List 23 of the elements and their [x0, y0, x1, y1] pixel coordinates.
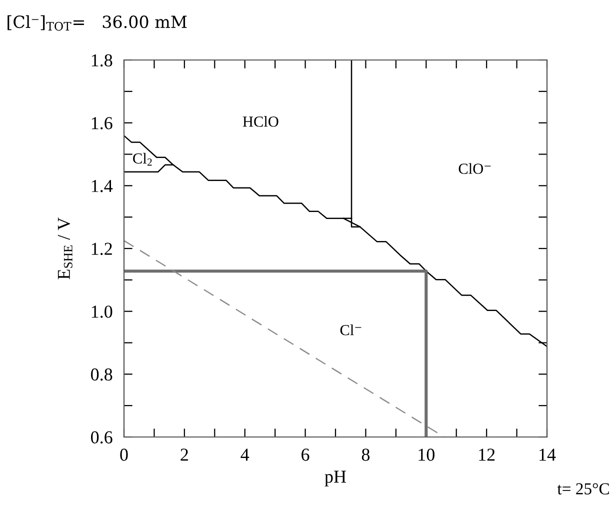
y-tick-label: 1.6 [92, 117, 112, 130]
annotation: Cl$_{2}$ [133, 152, 152, 166]
x-tick-label: 8 [362, 448, 370, 461]
text: t= 25°C [557, 483, 609, 494]
y-tick-label: 0.8 [91, 368, 112, 381]
x-tick-label: 0 [120, 448, 128, 461]
y-tick-label: 1.4 [92, 180, 113, 192]
x-tick-label: 14 [540, 448, 556, 461]
annotation: ClO⁻ [458, 163, 491, 174]
x-tick-label: 4 [240, 448, 250, 461]
x-tick-label: 10 [418, 448, 434, 461]
y-axis-title: E$_{SHE}$ / V [58, 217, 72, 280]
chart-title: [Cl⁻]$_{TOT}$= 36.00 mM [8, 15, 187, 31]
y-tick-label: 1.0 [92, 306, 112, 318]
y-tick-label: 1.2 [92, 242, 112, 256]
x-tick-label: 6 [302, 448, 310, 461]
x-axis-title: pH [324, 470, 346, 486]
x-tick-label: 2 [180, 448, 188, 461]
x-tick-label: 12 [479, 448, 495, 461]
y-tick-label: 1.8 [92, 54, 112, 67]
y-tick-label: 0.6 [91, 431, 112, 444]
annotation: Cl⁻ [340, 324, 362, 336]
annotation: HClO [242, 116, 278, 127]
